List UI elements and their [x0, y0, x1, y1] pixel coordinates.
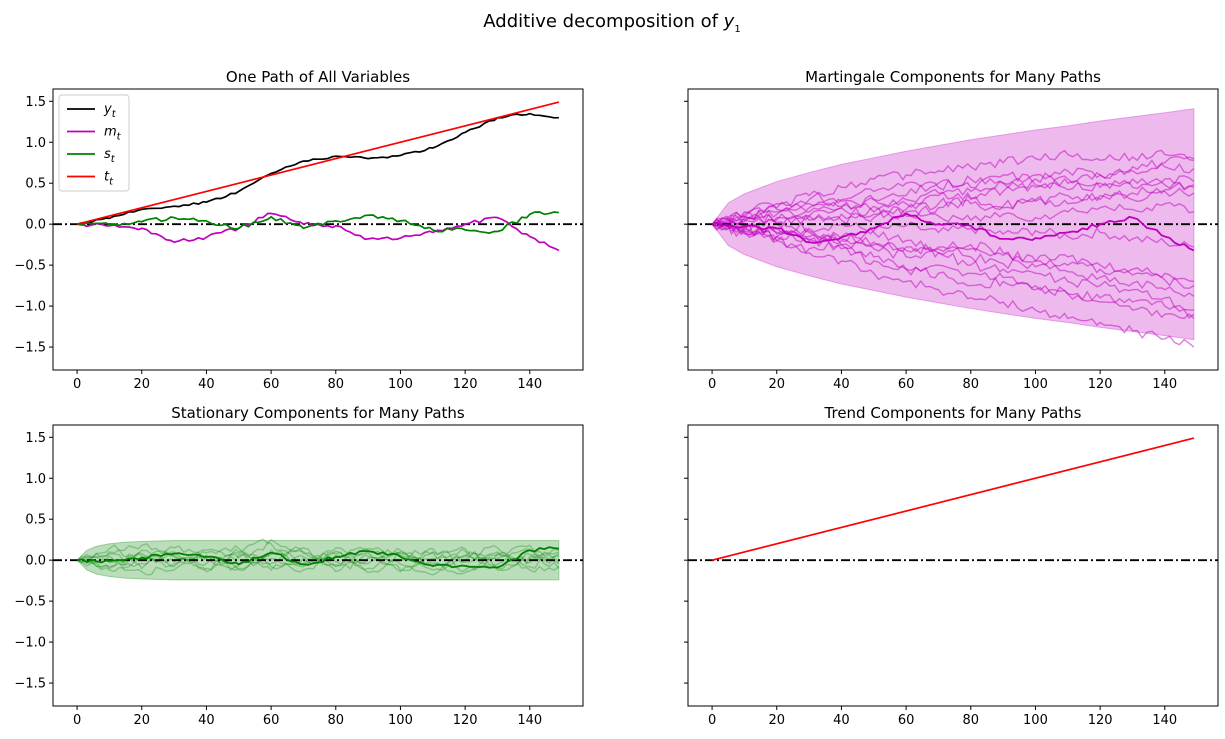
- y-tick-label: −1.0: [14, 300, 46, 315]
- x-tick-label: 40: [198, 377, 215, 392]
- legend: yt mt st tt: [58, 94, 130, 192]
- sample-path: [711, 222, 1195, 348]
- x-tick-label: 140: [517, 713, 542, 728]
- legend-label-t: tt: [104, 170, 114, 188]
- x-tick-label: 140: [1152, 377, 1177, 392]
- x-tick-label: 20: [133, 713, 150, 728]
- x-tick-label: 140: [517, 377, 542, 392]
- x-tick-label: 20: [768, 713, 785, 728]
- subplot-4: Trend Components for Many Paths 0 20 40 60 80…: [684, 404, 1219, 728]
- subplot-title: Trend Components for Many Paths: [824, 404, 1082, 422]
- legend-box: [58, 94, 130, 192]
- x-tick-label: 60: [898, 713, 915, 728]
- plot-area: [688, 437, 1218, 562]
- x-tick-label: 20: [133, 377, 150, 392]
- x-tick-label: 0: [73, 713, 81, 728]
- x-tick-label: 100: [388, 713, 413, 728]
- sample-path: [711, 223, 1195, 320]
- sample-path: [76, 541, 559, 571]
- sample-path: [76, 547, 560, 572]
- series-y-line: [76, 112, 559, 226]
- y-tick-label: 1.0: [25, 472, 46, 487]
- x-tick-label: 0: [708, 377, 716, 392]
- legend-label-m: mt: [104, 125, 122, 143]
- x-tick-label: 100: [1023, 377, 1048, 392]
- subplot-2: Martingale Components for Many Paths 0 20 4…: [684, 68, 1219, 392]
- series-t-line: [76, 101, 560, 226]
- x-tick-label: 40: [833, 713, 850, 728]
- subplot-1: One Path of All Variables 0 20 40 60 80 100 120…: [14, 68, 584, 392]
- x-tick-label: 140: [1152, 713, 1177, 728]
- figure-title-sub: 1: [734, 24, 740, 35]
- y-tick-label: 0.0: [25, 554, 46, 569]
- axes-frame: [52, 88, 584, 371]
- y-tick-label: −0.5: [14, 595, 46, 610]
- figure-title: Additive decomposition of y1: [483, 11, 740, 35]
- x-tick-label: 40: [833, 377, 850, 392]
- x-tick-label: 80: [328, 377, 345, 392]
- highlighted-path: [711, 212, 1195, 252]
- sample-path: [711, 218, 1195, 248]
- series-m-line: [77, 212, 560, 252]
- subplot-grid: One Path of All Variables 0 20 40 60 80 100 120…: [14, 68, 1219, 728]
- x-tick-label: 40: [198, 713, 215, 728]
- y-tick-label: 0.5: [25, 513, 46, 528]
- sample-path: [711, 173, 1195, 227]
- plot-area: [53, 101, 583, 252]
- y-tick-label: 1.5: [25, 431, 46, 446]
- sample-path: [711, 201, 1195, 228]
- y-tick-label: 0.0: [25, 218, 46, 233]
- x-tick-label: 0: [73, 377, 81, 392]
- legend-label-y: yt: [103, 102, 117, 120]
- series-s-line: [76, 211, 560, 234]
- x-tick-label: 80: [328, 713, 345, 728]
- x-tick-label: 80: [963, 713, 980, 728]
- sample-path: [711, 156, 1195, 228]
- axes-frame: [687, 424, 1219, 707]
- sample-path: [711, 221, 1195, 298]
- sample-path: [76, 544, 560, 572]
- x-tick-label: 60: [898, 377, 915, 392]
- subplot-3: Stationary Components for Many Paths 0 20 4…: [14, 404, 584, 728]
- y-tick-label: −1.5: [14, 341, 46, 356]
- x-tick-label: 80: [963, 377, 980, 392]
- y-tick-label: 0.5: [25, 177, 46, 192]
- y-tick-label: −1.5: [14, 677, 46, 692]
- y-tick-label: 1.5: [25, 95, 46, 110]
- axes-frame: [52, 424, 584, 707]
- subplot-title: Stationary Components for Many Paths: [171, 404, 465, 422]
- figure-title-var: y: [723, 11, 735, 32]
- subplot-title: One Path of All Variables: [226, 68, 410, 86]
- x-tick-label: 100: [1023, 713, 1048, 728]
- y-tick-label: −0.5: [14, 259, 46, 274]
- x-tick-label: 20: [768, 377, 785, 392]
- x-tick-label: 120: [453, 377, 478, 392]
- x-tick-label: 120: [1088, 377, 1113, 392]
- subplot-title: Martingale Components for Many Paths: [805, 68, 1101, 86]
- x-tick-label: 120: [1088, 713, 1113, 728]
- sample-path: [711, 175, 1195, 227]
- highlighted-path: [76, 546, 560, 569]
- plot-area: [688, 108, 1218, 348]
- x-tick-label: 0: [708, 713, 716, 728]
- x-tick-label: 100: [388, 377, 413, 392]
- series-t-line: [711, 437, 1195, 562]
- y-tick-label: −1.0: [14, 636, 46, 651]
- sample-path: [711, 220, 1195, 319]
- x-tick-label: 60: [263, 377, 280, 392]
- legend-label-s: st: [104, 147, 116, 165]
- plot-area: [53, 538, 583, 581]
- figure-title-prefix: Additive decomposition of: [483, 11, 723, 32]
- x-tick-label: 60: [263, 713, 280, 728]
- x-tick-label: 120: [453, 713, 478, 728]
- axes-frame: [687, 88, 1219, 371]
- y-tick-label: 1.0: [25, 136, 46, 151]
- sample-path: [711, 182, 1195, 225]
